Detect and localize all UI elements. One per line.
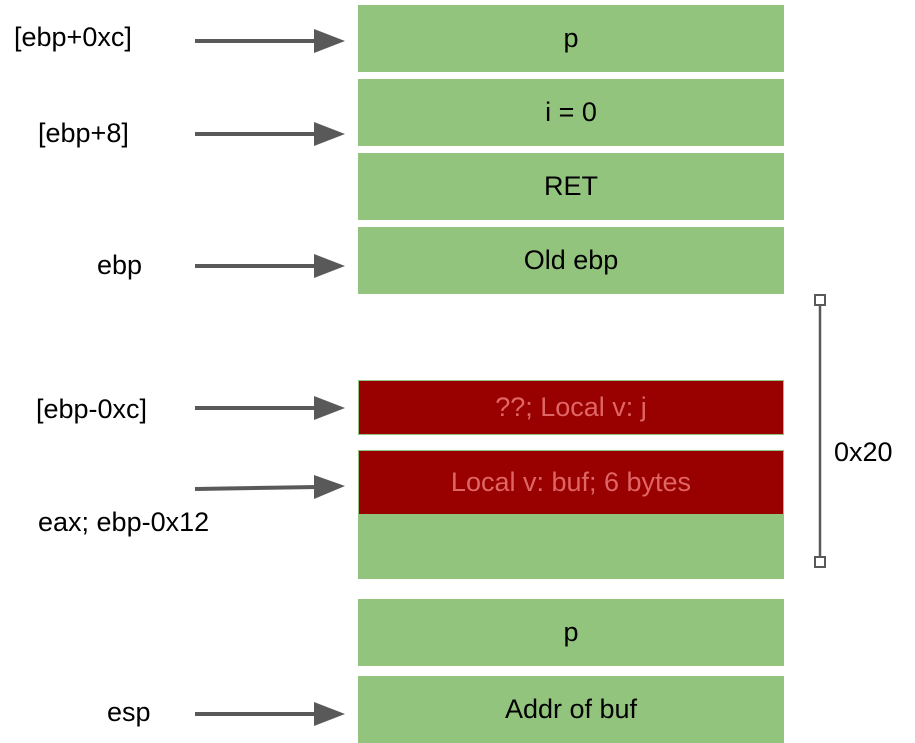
stack-cell-i: i = 0 <box>358 79 784 146</box>
label-ebp-plus-8: [ebp+8] <box>38 118 129 148</box>
stack-cell-addr-buf: Addr of buf <box>358 676 784 743</box>
stack-cell-p-top-text: p <box>563 23 579 53</box>
stack-cell-empty <box>358 515 784 579</box>
arrow-eax-ebp-minus-0x12 <box>194 475 345 499</box>
stack-cell-local-buf: Local v: buf; 6 bytes <box>358 450 784 515</box>
arrow-esp <box>195 702 345 726</box>
stack-cell-ret: RET <box>358 153 784 220</box>
stack-cell-p-bottom: p <box>358 599 784 666</box>
bracket-size-label: 0x20 <box>834 437 893 467</box>
stack-cell-local-buf-text: Local v: buf; 6 bytes <box>450 467 692 497</box>
stack-cell-p-top: p <box>358 5 784 72</box>
stack-cell-local-j-text: ??; Local v: j <box>495 392 647 422</box>
stack-cell-old-ebp-text: Old ebp <box>523 245 619 275</box>
label-esp: esp <box>107 697 151 727</box>
label-eax-ebp-minus-0x12: eax; ebp-0x12 <box>38 507 210 537</box>
label-ebp-minus-0xc: [ebp-0xc] <box>36 394 148 424</box>
stack-cell-addr-buf-text: Addr of buf <box>504 694 638 724</box>
label-ebp: ebp <box>97 250 143 280</box>
arrow-ebp-plus-8 <box>195 122 345 146</box>
arrow-ebp-plus-0xc <box>195 29 345 53</box>
stack-cell-i-text: i = 0 <box>545 97 597 127</box>
size-bracket <box>814 294 826 568</box>
stack-cell-p-bottom-text: p <box>563 617 579 647</box>
stack-cell-ret-text: RET <box>544 171 598 201</box>
stack-cell-local-j: ??; Local v: j <box>358 380 784 435</box>
label-ebp-plus-0xc: [ebp+0xc] <box>14 22 132 52</box>
arrow-ebp <box>195 254 345 278</box>
arrow-ebp-minus-0xc <box>195 396 345 420</box>
stack-cell-old-ebp: Old ebp <box>358 227 784 294</box>
